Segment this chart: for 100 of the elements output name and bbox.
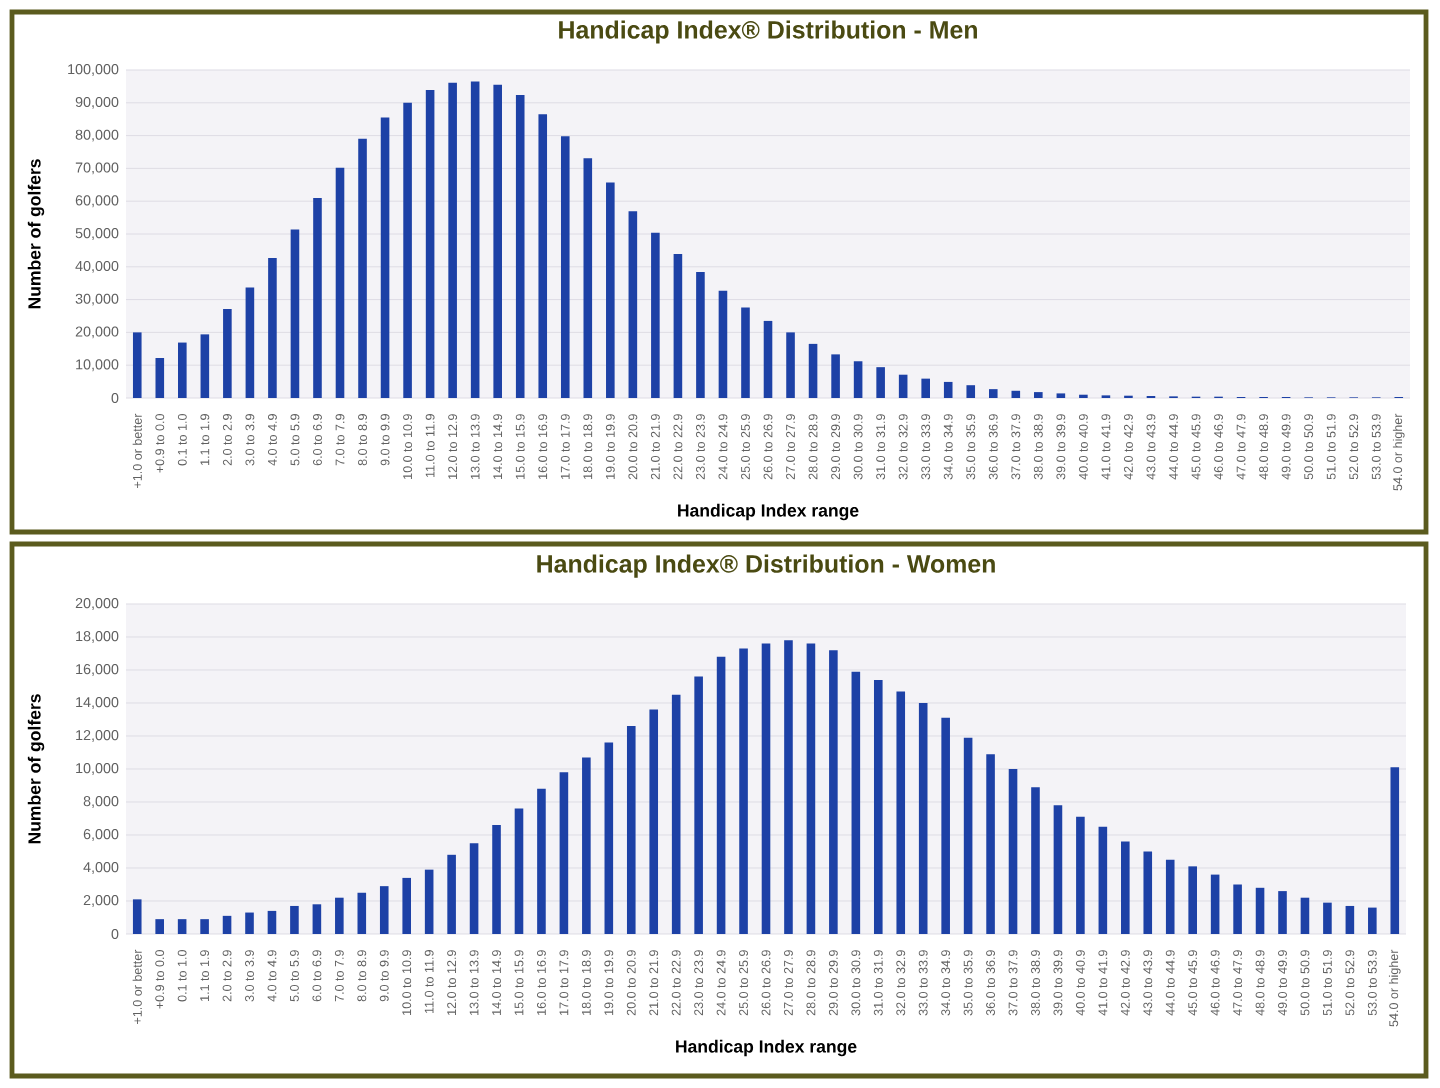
bar	[1121, 841, 1130, 934]
bar	[267, 910, 277, 934]
bar	[673, 254, 683, 398]
bar	[1031, 787, 1040, 934]
bar	[335, 897, 344, 934]
bar	[918, 703, 928, 934]
bar	[515, 94, 525, 398]
bar	[380, 117, 390, 398]
bar	[335, 167, 345, 398]
bar	[200, 334, 210, 398]
bar	[290, 905, 299, 934]
bar	[493, 84, 502, 398]
bar	[651, 232, 660, 398]
bar	[718, 290, 728, 398]
bar	[966, 385, 976, 398]
bar	[1278, 891, 1287, 934]
bar	[537, 788, 546, 934]
bar	[583, 158, 593, 398]
bar	[379, 886, 389, 934]
bar	[200, 919, 209, 934]
bar	[1008, 769, 1018, 934]
bar	[1255, 887, 1265, 934]
bar	[425, 90, 435, 398]
x-axis-title: Handicap Index range	[676, 1039, 857, 1057]
bar	[358, 138, 367, 398]
bar	[696, 272, 705, 398]
bar	[245, 287, 255, 398]
bar	[829, 650, 838, 934]
bar	[853, 361, 863, 398]
bar	[1076, 816, 1085, 934]
bar	[1233, 884, 1242, 934]
bar	[898, 374, 908, 398]
bar	[424, 869, 434, 934]
bar	[268, 257, 277, 398]
bar	[132, 899, 142, 934]
bar	[761, 643, 771, 934]
bar	[628, 211, 638, 398]
bar	[1011, 390, 1021, 398]
bar	[560, 136, 570, 398]
bar	[941, 717, 950, 934]
bar	[876, 367, 885, 398]
bar	[155, 357, 165, 398]
bar	[786, 332, 795, 398]
bar	[873, 679, 883, 934]
bar	[178, 342, 187, 398]
chart-title: Handicap Index® Distribution - Men	[559, 20, 977, 44]
bar	[606, 182, 615, 398]
bar	[447, 854, 456, 934]
bar	[559, 772, 569, 934]
bar	[538, 114, 548, 398]
x-axis-title: Handicap Index range	[678, 503, 859, 521]
bar	[1345, 905, 1355, 934]
bar	[649, 709, 659, 934]
bar	[741, 307, 750, 398]
bar	[963, 737, 973, 934]
bar	[469, 843, 479, 934]
bar	[831, 354, 840, 398]
y-axis-title: Number of golfers	[27, 159, 45, 309]
bar	[1188, 866, 1197, 934]
bar	[313, 197, 322, 398]
bar	[403, 102, 412, 398]
y-axis-title: Number of golfers	[27, 694, 45, 844]
bar	[222, 915, 232, 934]
bar	[492, 825, 501, 934]
bar	[671, 694, 681, 934]
bar	[514, 808, 524, 934]
bar	[1390, 767, 1400, 934]
bar	[851, 671, 861, 934]
bar	[626, 726, 636, 934]
bar	[245, 912, 254, 934]
bar	[448, 82, 457, 398]
bar	[1165, 859, 1175, 934]
bar	[1210, 874, 1220, 934]
chart-title: Handicap Index® Distribution - Women	[537, 554, 995, 578]
bar	[604, 742, 614, 934]
bar	[290, 229, 300, 398]
bar	[155, 919, 164, 934]
bar	[986, 754, 995, 934]
bar	[921, 378, 930, 398]
bar	[1300, 897, 1310, 934]
bar	[312, 904, 322, 934]
bar	[896, 691, 906, 934]
bar	[716, 656, 726, 934]
bar	[132, 332, 142, 398]
bar	[763, 320, 773, 398]
bar	[1053, 805, 1063, 934]
bar	[784, 640, 793, 934]
bar	[988, 389, 998, 398]
bar	[1323, 902, 1332, 934]
bar	[1368, 907, 1377, 934]
bar	[808, 343, 818, 398]
bar	[943, 381, 953, 398]
bar	[357, 892, 367, 934]
bar	[470, 81, 480, 398]
bar	[694, 676, 703, 934]
bar	[739, 648, 748, 934]
bar	[806, 643, 816, 934]
bar	[177, 919, 187, 934]
bar	[1034, 392, 1043, 398]
bar	[582, 757, 591, 934]
